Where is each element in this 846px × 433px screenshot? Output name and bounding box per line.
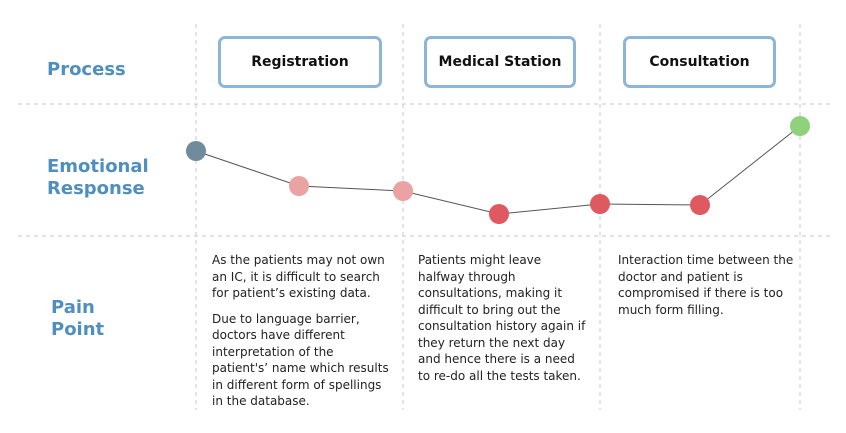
emotion-points — [186, 116, 810, 224]
stage-registration: Registration — [218, 36, 382, 88]
process-row-label: Process — [47, 59, 126, 80]
pain-label-line2: Point — [51, 319, 105, 340]
pain-label-line1: Pain — [51, 297, 95, 318]
pain-point-medical-station-text: Patients might leave halfway through con… — [418, 253, 586, 383]
pain-point-consultation-text: Interaction time between the doctor and … — [618, 253, 794, 317]
pain-point-row-label: Pain Point — [51, 297, 104, 341]
pain-point-registration: As the patients may not own an IC, it is… — [212, 252, 392, 419]
emotional-response-row-label: Emotional Response — [47, 156, 149, 200]
pain-point-medical-station: Patients might leave halfway through con… — [418, 252, 590, 393]
emotion-point-3 — [393, 181, 413, 201]
emotion-point-4 — [489, 204, 509, 224]
stage-medical-station: Medical Station — [424, 36, 576, 88]
emotion-point-2 — [289, 176, 309, 196]
stage-consultation: Consultation — [623, 36, 776, 88]
emotion-point-7 — [790, 116, 810, 136]
emotion-point-1 — [186, 141, 206, 161]
emotional-label-line2: Response — [47, 178, 145, 199]
pain-point-consultation: Interaction time between the doctor and … — [618, 252, 794, 327]
emotion-point-6 — [690, 195, 710, 215]
emotional-label-line1: Emotional — [47, 156, 149, 177]
emotion-point-5 — [590, 194, 610, 214]
emotion-journey-line — [195, 125, 801, 215]
pain-point-registration-1: As the patients may not own an IC, it is… — [212, 253, 385, 300]
pain-point-registration-2: Due to language barrier, doctors have di… — [212, 311, 389, 409]
